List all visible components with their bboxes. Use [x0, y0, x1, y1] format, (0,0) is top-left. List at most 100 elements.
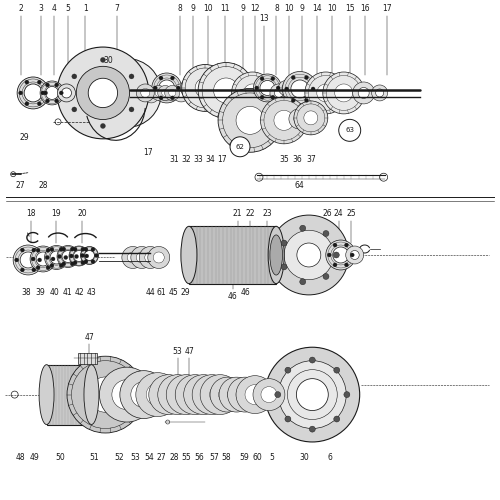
Text: 35: 35	[279, 156, 289, 164]
Circle shape	[344, 392, 350, 398]
Circle shape	[292, 98, 295, 102]
Text: 8: 8	[274, 4, 279, 13]
Circle shape	[170, 76, 174, 80]
Text: 55: 55	[182, 454, 192, 462]
Circle shape	[276, 86, 280, 90]
Text: 40: 40	[50, 288, 59, 297]
Circle shape	[67, 356, 144, 433]
Circle shape	[70, 64, 126, 122]
Text: 60: 60	[252, 454, 262, 462]
Circle shape	[73, 248, 77, 252]
Circle shape	[100, 124, 105, 128]
Circle shape	[326, 76, 361, 110]
Circle shape	[164, 86, 180, 100]
Circle shape	[57, 47, 149, 139]
Circle shape	[184, 84, 194, 92]
Circle shape	[234, 84, 252, 102]
Circle shape	[304, 76, 308, 80]
Circle shape	[172, 84, 190, 102]
Circle shape	[55, 119, 61, 125]
Circle shape	[57, 246, 79, 268]
Circle shape	[304, 111, 318, 125]
Text: 28: 28	[38, 181, 48, 190]
Text: 2: 2	[18, 4, 23, 13]
Circle shape	[254, 74, 281, 102]
Text: 46: 46	[240, 288, 250, 297]
Text: 9: 9	[190, 4, 195, 13]
Circle shape	[291, 80, 309, 98]
Text: 46: 46	[228, 292, 237, 302]
Circle shape	[11, 391, 18, 398]
Text: 25: 25	[346, 209, 356, 218]
Circle shape	[236, 386, 254, 404]
Circle shape	[152, 86, 166, 100]
Circle shape	[91, 248, 95, 252]
Circle shape	[300, 279, 306, 285]
Circle shape	[58, 84, 76, 102]
Text: 10: 10	[203, 4, 212, 13]
Circle shape	[159, 80, 174, 96]
Text: 27: 27	[157, 454, 166, 462]
Circle shape	[306, 86, 322, 100]
Circle shape	[311, 87, 315, 91]
Circle shape	[17, 77, 49, 109]
Circle shape	[51, 257, 55, 261]
Circle shape	[264, 100, 304, 140]
Circle shape	[20, 248, 24, 252]
Text: 12: 12	[250, 4, 260, 13]
Circle shape	[59, 248, 63, 252]
Circle shape	[176, 384, 197, 405]
Circle shape	[238, 88, 247, 98]
Circle shape	[344, 243, 348, 247]
Circle shape	[46, 256, 50, 260]
Circle shape	[46, 266, 50, 270]
Ellipse shape	[268, 226, 284, 283]
Circle shape	[278, 360, 346, 428]
Text: 17: 17	[217, 156, 226, 164]
Text: 29: 29	[20, 133, 30, 142]
Text: 41: 41	[62, 288, 72, 297]
Circle shape	[154, 86, 158, 90]
Text: 51: 51	[90, 454, 99, 462]
Text: 4: 4	[52, 4, 57, 13]
Circle shape	[328, 253, 332, 257]
Circle shape	[46, 83, 50, 87]
Circle shape	[289, 109, 309, 129]
Circle shape	[59, 264, 63, 268]
Circle shape	[310, 357, 316, 363]
Circle shape	[304, 98, 308, 102]
Circle shape	[84, 254, 88, 258]
Circle shape	[149, 374, 188, 414]
Text: 27: 27	[16, 181, 26, 190]
Circle shape	[81, 260, 85, 264]
Text: 48: 48	[16, 454, 26, 462]
Circle shape	[158, 86, 172, 100]
Text: 61: 61	[157, 288, 166, 297]
Text: 53: 53	[173, 346, 182, 356]
Circle shape	[32, 268, 36, 272]
Circle shape	[50, 251, 63, 264]
Circle shape	[193, 384, 214, 405]
Circle shape	[254, 86, 258, 90]
Circle shape	[24, 84, 42, 102]
Circle shape	[317, 84, 335, 102]
Circle shape	[214, 78, 238, 103]
Text: 34: 34	[205, 156, 215, 164]
Circle shape	[218, 88, 282, 152]
Text: 43: 43	[87, 288, 97, 297]
Text: 10: 10	[328, 4, 337, 13]
Text: 17: 17	[382, 4, 392, 13]
Circle shape	[202, 384, 222, 405]
Circle shape	[146, 383, 169, 406]
Circle shape	[131, 382, 157, 407]
Circle shape	[154, 252, 164, 263]
Circle shape	[38, 102, 42, 105]
Circle shape	[282, 72, 318, 106]
Circle shape	[296, 378, 328, 410]
Circle shape	[228, 386, 246, 404]
Circle shape	[335, 84, 352, 102]
Circle shape	[30, 246, 56, 272]
Text: 13: 13	[259, 14, 269, 23]
Text: 30: 30	[104, 56, 114, 64]
Circle shape	[350, 253, 354, 257]
